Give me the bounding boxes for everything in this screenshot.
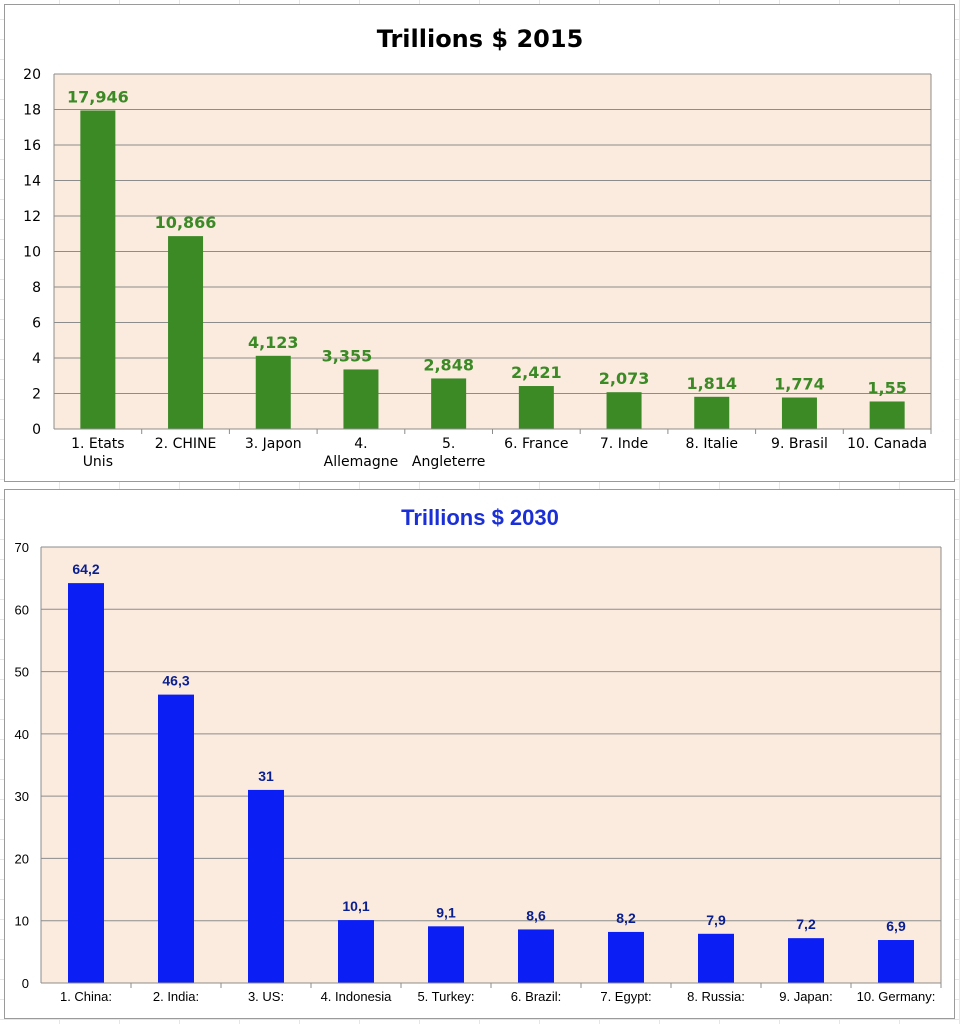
- data-label: 2,421: [511, 363, 562, 382]
- data-label: 2,848: [423, 355, 474, 374]
- data-label: 1,814: [686, 374, 737, 393]
- y-tick-label: 10: [15, 914, 29, 929]
- bar: [869, 401, 905, 429]
- y-tick-label: 14: [23, 174, 41, 190]
- y-tick-label: 16: [23, 138, 41, 154]
- data-label: 10,866: [155, 213, 217, 232]
- bar: [608, 931, 644, 983]
- bar: [788, 938, 824, 983]
- bar: [338, 920, 374, 983]
- bar: [343, 369, 379, 429]
- y-tick-label: 40: [15, 727, 29, 742]
- chart-2030: Trillions $ 2030 0 10 20 30 40 50 60 70 64,2 1. C…: [15, 505, 942, 1004]
- y-tick-label: 2: [32, 387, 41, 403]
- x-tick-label: 7. Egypt:: [600, 989, 651, 1004]
- y-tick-label: 20: [15, 851, 29, 866]
- data-label: 1,55: [867, 378, 906, 397]
- data-label: 6,9: [886, 918, 906, 934]
- bar: [698, 933, 734, 983]
- y-tick-label: 4: [32, 351, 41, 367]
- y-tick-label: 18: [23, 103, 41, 119]
- x-tick-label: 9. Brasil: [771, 436, 828, 452]
- y-tick-label: 50: [15, 665, 29, 680]
- data-label: 2,073: [599, 369, 650, 388]
- data-label: 7,9: [706, 912, 726, 928]
- x-tick-label: 8. Russia:: [687, 989, 745, 1004]
- chart-title: Trillions $ 2030: [401, 505, 559, 530]
- x-tick-label: 3. US:: [248, 989, 284, 1004]
- x-tick-label: 2. CHINE: [155, 436, 217, 452]
- bar: [431, 378, 467, 429]
- x-tick-label: 2. India:: [153, 989, 199, 1004]
- bar: [518, 929, 554, 983]
- chart-2015: Trillions $ 2015 0 2 4 6 8 10 12 14 16 18 20 17,946…: [23, 25, 932, 470]
- data-label: 10,1: [342, 898, 369, 914]
- y-tick-label: 6: [32, 316, 41, 332]
- y-tick-label: 0: [22, 976, 29, 991]
- data-label: 9,1: [436, 904, 456, 920]
- bar: [68, 583, 104, 983]
- x-tick-label: 1. Etats Unis: [71, 436, 125, 470]
- data-label: 64,2: [72, 561, 99, 577]
- data-label: 31: [258, 768, 274, 784]
- chart-2015-panel: Trillions $ 2015 0 2 4 6 8 10 12 14 16 18 20 17,946…: [4, 4, 955, 482]
- bar: [606, 392, 642, 429]
- y-tick-label: 12: [23, 209, 41, 225]
- x-tick-label: 5. Angleterre: [412, 436, 486, 470]
- bar: [80, 110, 116, 429]
- data-label: 7,2: [796, 916, 816, 932]
- bar: [878, 940, 914, 983]
- bar: [168, 236, 204, 429]
- bar: [518, 386, 554, 429]
- x-tick-label: 9. Japan:: [779, 989, 833, 1004]
- x-tick-label: 6. France: [504, 436, 568, 452]
- y-tick-label: 60: [15, 602, 29, 617]
- chart-title: Trillions $ 2015: [377, 25, 584, 53]
- x-tick-label: 7. Inde: [600, 436, 648, 452]
- x-tick-label: 4. Indonesia: [321, 989, 393, 1004]
- y-tick-label: 0: [32, 422, 41, 438]
- bar: [781, 397, 817, 429]
- bar: [428, 926, 464, 983]
- x-tick-label: 6. Brazil:: [511, 989, 562, 1004]
- x-tick-label: 10. Canada: [847, 436, 927, 452]
- y-tick-label: 30: [15, 789, 29, 804]
- data-label: 1,774: [774, 375, 825, 394]
- data-label: 17,946: [67, 87, 129, 106]
- x-tick-label: 4. Allemagne: [324, 436, 399, 470]
- y-tick-label: 10: [23, 245, 41, 261]
- y-tick-label: 8: [32, 280, 41, 296]
- bar: [255, 355, 291, 429]
- x-tick-label: 3. Japon: [245, 436, 302, 452]
- x-tick-label: 10. Germany:: [857, 989, 936, 1004]
- y-tick-label: 20: [23, 67, 41, 83]
- data-label: 8,2: [616, 910, 636, 926]
- data-label: 46,3: [162, 673, 189, 689]
- bar: [694, 396, 730, 429]
- y-tick-label: 70: [15, 540, 29, 555]
- x-tick-label: 8. Italie: [686, 436, 738, 452]
- x-tick-label: 5. Turkey:: [417, 989, 474, 1004]
- chart-2030-panel: Trillions $ 2030 0 10 20 30 40 50 60 70 64,2 1. C…: [4, 489, 955, 1019]
- data-label: 8,6: [526, 907, 546, 923]
- x-tick-label: 1. China:: [60, 989, 112, 1004]
- bar: [158, 694, 194, 983]
- data-label: 4,123: [248, 333, 299, 352]
- bar: [248, 789, 284, 983]
- data-label: 3,355: [322, 346, 373, 365]
